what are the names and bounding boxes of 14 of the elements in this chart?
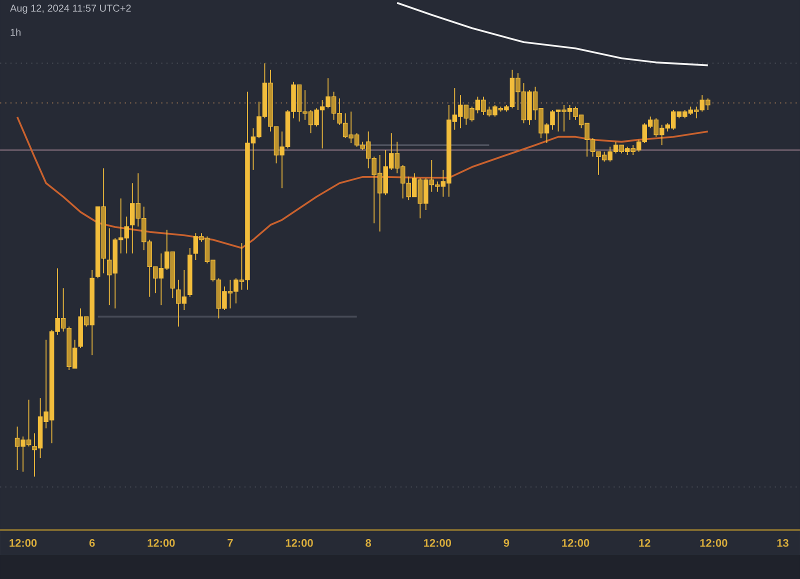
x-tick-label: 12:00 [148, 539, 175, 547]
x-tick-label: 6 [89, 539, 95, 547]
x-tick-label: 12:00 [10, 539, 37, 547]
x-tick-label: 7 [228, 539, 233, 547]
x-tick-label: 12:00 [286, 539, 313, 547]
x-tick-label: 12:00 [700, 539, 728, 547]
x-tick-label: 13 [777, 539, 788, 547]
x-tick-label: 8 [366, 539, 372, 547]
text: Aug 12, 2024 11:57 UTC+2 [10, 4, 131, 14]
x-tick-label: 12:00 [424, 539, 452, 547]
x-tick-label: 12:00 [562, 539, 590, 547]
x-tick-label: 12 [639, 539, 650, 547]
x-tick-label: 9 [504, 539, 510, 547]
text: 1h [10, 28, 20, 36]
